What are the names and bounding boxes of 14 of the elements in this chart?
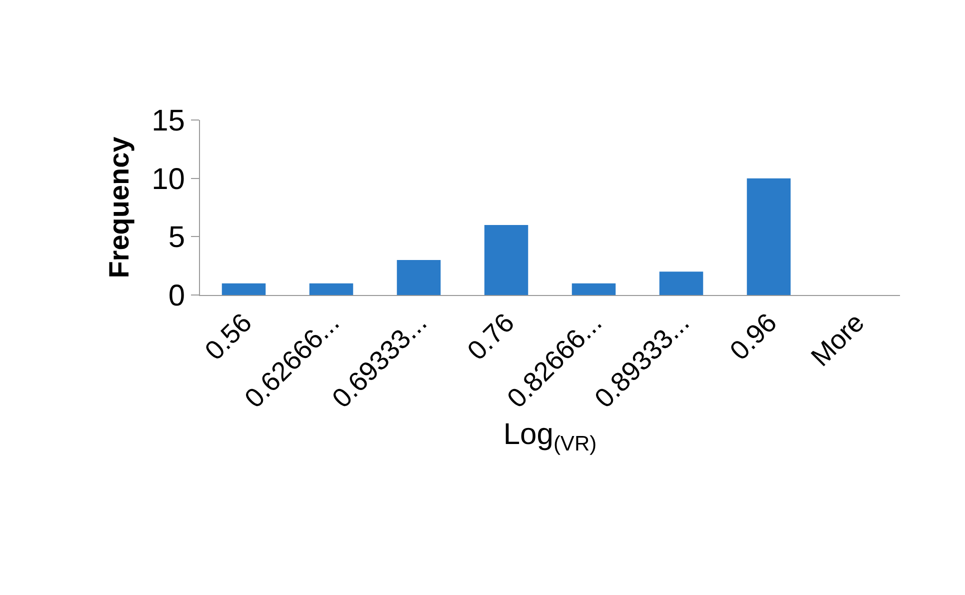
bar	[484, 225, 528, 295]
y-tick-label: 10	[152, 162, 185, 196]
y-tick-label: 5	[168, 221, 185, 254]
bar	[396, 260, 441, 295]
bar	[572, 283, 616, 295]
bar	[659, 272, 704, 295]
y-axis-title: Frequency	[103, 136, 134, 278]
y-tick-label: 0	[168, 280, 185, 312]
bar	[309, 283, 354, 295]
bar	[746, 178, 791, 295]
bar	[222, 283, 266, 295]
x-tick-label: 0.96	[724, 307, 783, 366]
x-axis-title: Log$_{(VR)}$	[503, 418, 597, 456]
y-tick-label: 15	[152, 104, 185, 138]
